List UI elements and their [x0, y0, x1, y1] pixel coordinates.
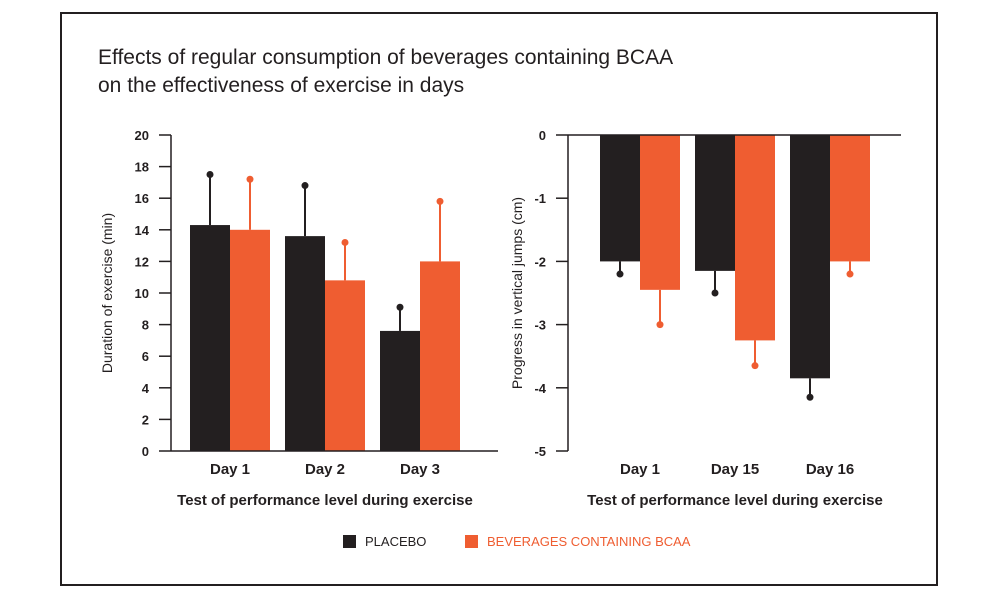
error-cap-right-placebo-1	[616, 270, 624, 278]
y-tick-label-left: 4	[142, 381, 150, 396]
y-tick-label-left: 10	[135, 286, 149, 301]
bar-left-placebo-day-1	[190, 225, 230, 451]
y-tick-label-right: -3	[534, 318, 546, 333]
x-axis-title-left: Test of performance level during exercis…	[177, 492, 473, 509]
error-cap-left-bcaa-1	[246, 175, 254, 183]
bar-left-bcaa-day-3	[420, 261, 460, 451]
legend-label-placebo: PLACEBO	[365, 534, 427, 549]
error-cap-left-bcaa-3	[436, 197, 444, 205]
chart-frame	[60, 12, 938, 586]
bar-left-bcaa-day-1	[230, 229, 270, 451]
y-axis-title-left: Duration of exercise (min)	[99, 213, 115, 373]
legend-swatch-placebo	[343, 535, 356, 548]
legend-label-bcaa: BEVERAGES CONTAINING BCAA	[487, 534, 691, 549]
y-tick-label-right: 0	[539, 128, 546, 143]
chart-title-line-1: Effects of regular consumption of bevera…	[98, 46, 674, 69]
bar-left-bcaa-day-2	[325, 280, 365, 451]
bar-right-placebo-day-15	[695, 135, 735, 271]
chart-title-line-2: on the effectiveness of exercise in days	[98, 74, 465, 97]
y-tick-label-left: 6	[142, 349, 149, 364]
y-tick-label-left: 0	[142, 444, 149, 459]
x-category-label-left: Day 1	[210, 461, 250, 478]
bar-right-bcaa-day-1	[640, 135, 680, 290]
bar-right-bcaa-day-15	[735, 135, 775, 341]
bar-right-placebo-day-1	[600, 135, 640, 262]
y-tick-label-left: 8	[142, 318, 149, 333]
x-category-label-right: Day 15	[711, 461, 759, 478]
error-cap-left-placebo-3	[396, 303, 404, 311]
error-cap-left-placebo-2	[301, 182, 309, 190]
y-tick-label-right: -1	[534, 191, 546, 206]
y-tick-label-left: 20	[135, 128, 149, 143]
y-tick-label-left: 16	[135, 191, 149, 206]
bar-left-placebo-day-3	[380, 330, 420, 451]
y-tick-label-left: 14	[135, 223, 150, 238]
y-tick-label-left: 2	[142, 412, 149, 427]
error-cap-right-bcaa-3	[846, 270, 854, 278]
error-cap-left-placebo-1	[206, 171, 214, 178]
bar-right-bcaa-day-16	[830, 135, 870, 262]
legend-item-placebo: PLACEBO	[343, 534, 426, 549]
legend-swatch-bcaa	[465, 535, 478, 548]
x-category-label-right: Day 1	[620, 461, 660, 478]
y-tick-label-left: 12	[135, 254, 149, 269]
y-tick-label-right: -4	[534, 381, 546, 396]
y-axis-title-right: Progress in vertical jumps (cm)	[509, 197, 525, 389]
x-category-label-left: Day 2	[305, 461, 345, 478]
y-tick-label-right: -5	[534, 444, 546, 459]
x-category-label-left: Day 3	[400, 461, 440, 478]
bar-left-placebo-day-2	[285, 236, 325, 451]
error-cap-right-placebo-2	[711, 289, 719, 297]
legend-item-bcaa: BEVERAGES CONTAINING BCAA	[465, 534, 690, 549]
error-cap-left-bcaa-2	[341, 238, 349, 246]
y-tick-label-right: -2	[534, 254, 546, 269]
error-cap-right-placebo-3	[806, 393, 814, 401]
x-category-label-right: Day 16	[806, 461, 854, 478]
y-tick-label-left: 18	[135, 160, 149, 175]
legend: PLACEBO BEVERAGES CONTAINING BCAA	[0, 534, 1000, 554]
x-axis-title-right: Test of performance level during exercis…	[587, 492, 883, 509]
error-cap-right-bcaa-1	[656, 321, 664, 329]
bar-right-placebo-day-16	[790, 135, 830, 379]
error-cap-right-bcaa-2	[751, 362, 759, 370]
